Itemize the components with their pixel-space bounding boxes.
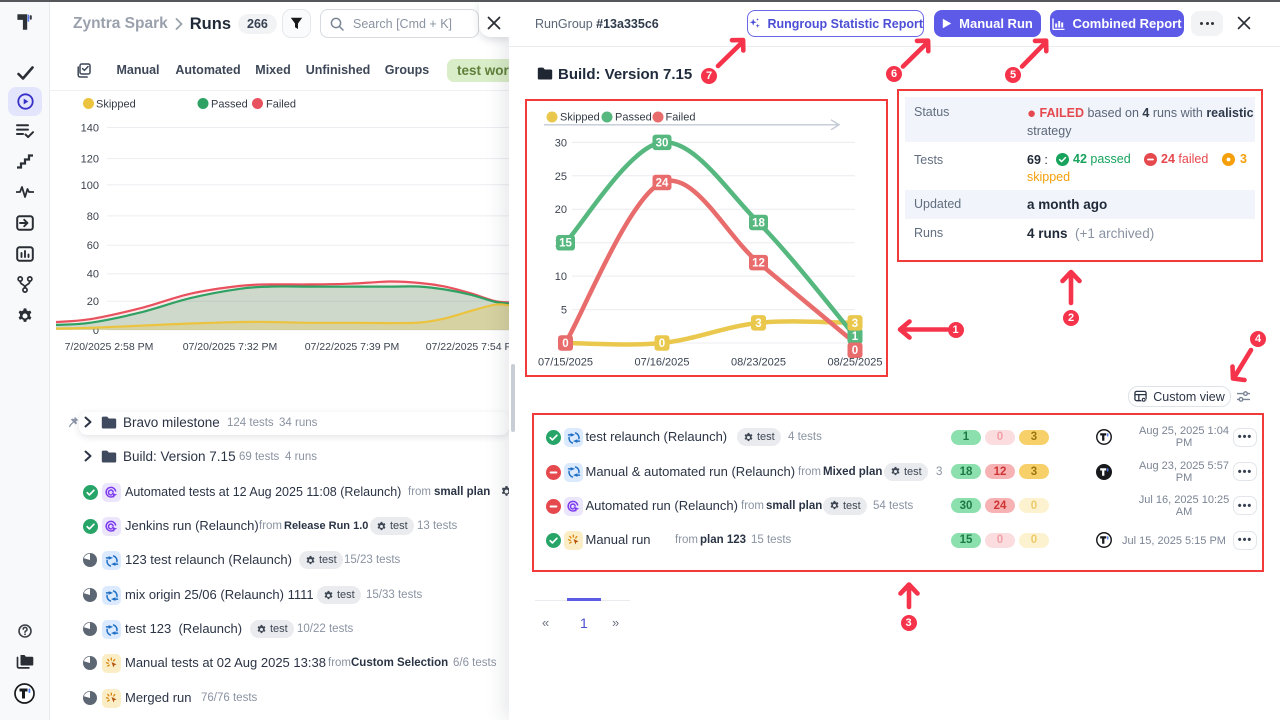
svg-text:07/20/2025 7:32 PM: 07/20/2025 7:32 PM [183, 341, 278, 353]
svg-text:0: 0 [659, 338, 665, 350]
svg-text:80: 80 [87, 211, 99, 223]
svg-text:120: 120 [81, 154, 99, 166]
svg-text:0: 0 [93, 325, 99, 337]
svg-text:30: 30 [656, 137, 669, 149]
svg-text:24: 24 [656, 177, 669, 189]
svg-text:Failed: Failed [266, 99, 296, 111]
svg-text:1: 1 [852, 331, 859, 343]
svg-text:Passed: Passed [615, 112, 652, 124]
svg-text:07/16/2025: 07/16/2025 [634, 357, 689, 369]
svg-text:Failed: Failed [666, 112, 696, 124]
svg-text:18: 18 [752, 218, 765, 230]
svg-text:08/23/2025: 08/23/2025 [731, 357, 786, 369]
svg-text:100: 100 [81, 180, 99, 192]
svg-text:25: 25 [555, 171, 567, 183]
svg-text:30: 30 [555, 137, 567, 149]
svg-text:0: 0 [852, 345, 858, 357]
svg-text:20: 20 [87, 296, 99, 308]
svg-text:Skipped: Skipped [560, 112, 600, 124]
svg-text:3: 3 [755, 318, 761, 330]
svg-text:60: 60 [87, 240, 99, 252]
svg-text:20: 20 [555, 204, 567, 216]
svg-text:12: 12 [752, 258, 765, 270]
svg-text:140: 140 [81, 123, 99, 135]
svg-text:3: 3 [852, 318, 858, 330]
svg-text:15: 15 [559, 238, 572, 250]
svg-text:07/22/2025 7:39 PM: 07/22/2025 7:39 PM [305, 341, 400, 353]
svg-text:Skipped: Skipped [96, 99, 136, 111]
svg-text:07/15/2025: 07/15/2025 [538, 357, 593, 369]
svg-text:07/22/2025 7:54 PM: 07/22/2025 7:54 PM [426, 341, 509, 353]
svg-text:40: 40 [87, 269, 99, 281]
svg-text:08/25/2025: 08/25/2025 [827, 357, 882, 369]
svg-text:10: 10 [555, 271, 567, 283]
svg-text:7/20/2025 2:58 PM: 7/20/2025 2:58 PM [65, 341, 154, 353]
svg-text:Passed: Passed [211, 99, 248, 111]
svg-text:5: 5 [561, 305, 567, 317]
svg-text:0: 0 [562, 338, 568, 350]
